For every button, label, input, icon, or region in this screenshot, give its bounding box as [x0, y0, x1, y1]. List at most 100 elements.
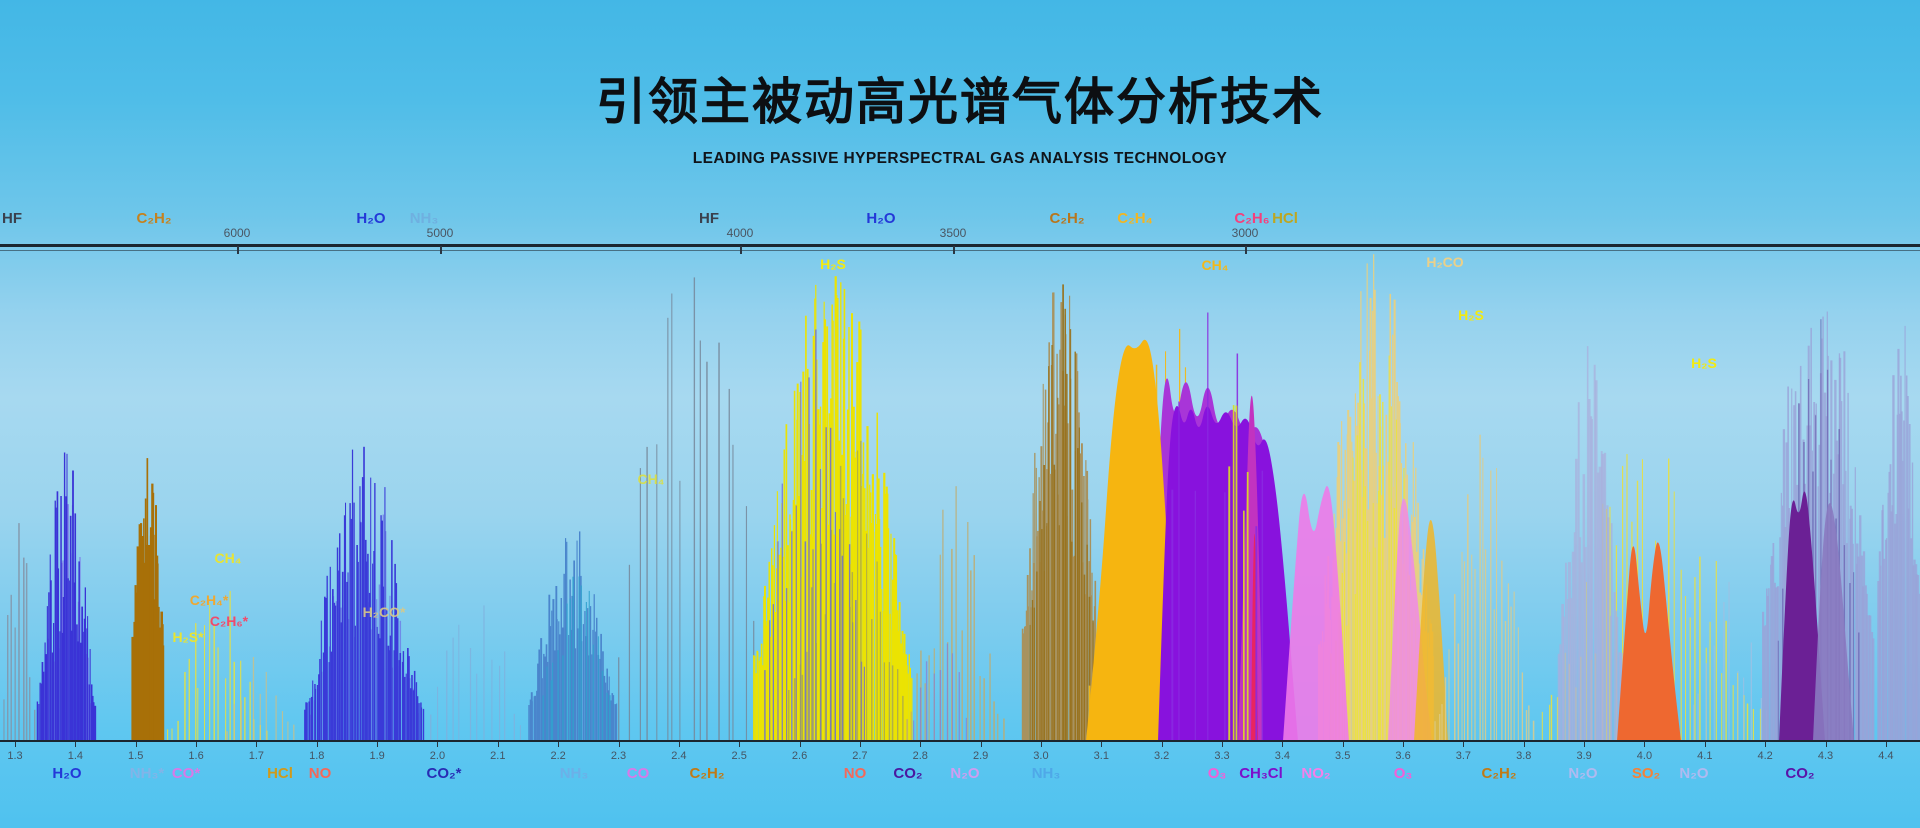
top-gas-label: C₂H₄: [1117, 210, 1153, 227]
wavenumber-tick-label: 5000: [426, 226, 454, 240]
bottom-gas-label: O₃: [1207, 765, 1227, 782]
wavelength-tick-label: 3.6: [1395, 750, 1411, 762]
spectral-band-purplegray-blob: [1813, 503, 1854, 741]
wavelength-tick: [1765, 742, 1767, 747]
wavenumber-tick-label: 6000: [223, 226, 251, 240]
top-gas-label: H₂O: [866, 210, 896, 227]
wavelength-tick-label: 2.3: [610, 750, 627, 762]
wavelength-tick-label: 1.8: [309, 750, 325, 762]
wavelength-tick-label: 2.1: [490, 750, 506, 762]
top-axis-line-thin: [0, 249, 1920, 251]
page-subtitle: LEADING PASSIVE HYPERSPECTRAL GAS ANALYS…: [692, 150, 1228, 167]
wavelength-tick-label: 3.8: [1516, 750, 1532, 762]
wavelength-tick-label: 1.3: [7, 750, 23, 762]
bottom-gas-label: NH₃: [1031, 765, 1061, 782]
bottom-gas-label: NH₃*: [129, 765, 165, 782]
wavelength-tick-label: 2.4: [671, 750, 687, 762]
wavelength-tick-label: 3.0: [1033, 750, 1049, 762]
spectral-band-pink-blob: [1283, 486, 1349, 741]
wavelength-tick: [196, 742, 198, 747]
top-gas-label: HF: [699, 210, 719, 227]
wavelength-tick: [1403, 742, 1405, 747]
spectral-band-purple-accents: [1171, 312, 1264, 741]
spectral-band-darkgold-accent: [1029, 284, 1094, 741]
wavelength-tick: [1282, 742, 1284, 747]
wavelength-tick-label: 1.7: [248, 750, 265, 762]
inplot-gas-label: H₂S: [820, 256, 846, 272]
spectral-band-olive-in-yellow: [788, 440, 904, 741]
wavelength-tick: [1342, 742, 1344, 747]
spectral-band-yellowgreen-accents: [1228, 405, 1249, 741]
bottom-gas-label: CO: [626, 765, 650, 782]
spectral-band-ltblue-sparse: [430, 605, 521, 741]
spectral-band-teal-accent: [542, 576, 611, 741]
top-gas-label: NH₃: [409, 210, 439, 227]
spectral-band-khaki-decay: [1434, 434, 1535, 741]
wavelength-tick-label: 4.1: [1697, 750, 1713, 762]
spectral-band-amber-blob: [1086, 339, 1179, 741]
bottom-gas-label: HCl: [267, 765, 293, 782]
wavelength-tick: [920, 742, 922, 747]
inplot-gas-label: C₂H₆*: [209, 613, 249, 629]
wavelength-tick-label: 2.6: [791, 750, 808, 762]
wavelength-tick-label: 3.2: [1153, 750, 1170, 762]
top-gas-label: H₂O: [356, 210, 386, 227]
wavelength-tick: [1101, 742, 1103, 747]
wavelength-tick: [1523, 742, 1525, 747]
wavelength-tick-label: 2.7: [852, 750, 868, 762]
bottom-axis-line: [0, 740, 1920, 742]
top-gas-label: HF: [2, 210, 22, 227]
wavelength-tick: [15, 742, 16, 747]
wavelength-tick: [558, 742, 560, 747]
wavelength-tick: [75, 742, 77, 747]
wavelength-tick-label: 4.3: [1817, 750, 1834, 762]
wavelength-tick-label: 4.4: [1878, 750, 1894, 762]
wavelength-tick: [859, 742, 861, 747]
bottom-gas-label: CO₂: [893, 765, 923, 782]
wavelength-tick: [316, 742, 318, 747]
wavenumber-tick: [740, 246, 742, 254]
spectral-band-periwinkle-right: [1877, 325, 1920, 741]
top-gas-label: C₂H₂: [1049, 210, 1085, 227]
bottom-gas-label: CO*: [171, 765, 201, 782]
bottom-gas-label: NH₃: [559, 765, 589, 782]
wavelength-tick-label: 2.0: [429, 750, 446, 762]
spectral-band-gray-left: [3, 523, 36, 741]
spectral-band-lavender-band: [1557, 346, 1623, 741]
spectral-band-paleblue-sparse: [1693, 581, 1768, 741]
spectral-band-orange-blobs: [1617, 542, 1681, 741]
inplot-gas-label: CH₄: [637, 471, 665, 487]
wavelength-tick: [1704, 742, 1706, 747]
wavelength-tick-label: 2.5: [731, 750, 747, 762]
spectral-band-yellow-sparse-left: [167, 590, 268, 741]
wavelength-tick-label: 2.9: [972, 750, 989, 762]
bottom-gas-label: CO₂*: [426, 765, 462, 782]
bottom-gas-label: CO₂: [1785, 765, 1815, 782]
inplot-gas-label: H₂CO*: [362, 604, 406, 620]
top-gas-label: C₂H₆: [1234, 210, 1270, 227]
spectral-band-amber-blob-2: [1414, 520, 1448, 741]
inplot-gas-label: H₂S: [1691, 355, 1717, 371]
wavelength-tick: [980, 742, 982, 747]
bottom-gas-label: N₂O: [1568, 765, 1598, 782]
wavelength-tick-label: 2.8: [912, 750, 928, 762]
wavelength-tick: [618, 742, 620, 747]
top-gas-label: C₂H₂: [136, 210, 172, 227]
top-gas-label: HCl: [1272, 210, 1298, 227]
bottom-gas-label: N₂O: [1679, 765, 1709, 782]
wavelength-tick-label: 4.0: [1636, 750, 1653, 762]
wavenumber-tick: [953, 246, 955, 254]
wavelength-tick: [1040, 742, 1042, 747]
spectral-band-brown-left: [131, 458, 165, 741]
wavelength-tick-label: 3.7: [1455, 750, 1472, 762]
inplot-gas-label: CH₄: [214, 550, 242, 566]
wavelength-tick-label: 1.9: [369, 750, 385, 762]
wavelength-tick-label: 3.5: [1335, 750, 1351, 762]
inplot-gas-label: H₂CO: [1426, 254, 1464, 270]
inplot-gas-label: H₂S: [1458, 307, 1484, 323]
wavelength-tick: [678, 742, 680, 747]
spectral-band-blue-left: [36, 452, 97, 741]
wavelength-tick-label: 3.1: [1093, 750, 1109, 762]
